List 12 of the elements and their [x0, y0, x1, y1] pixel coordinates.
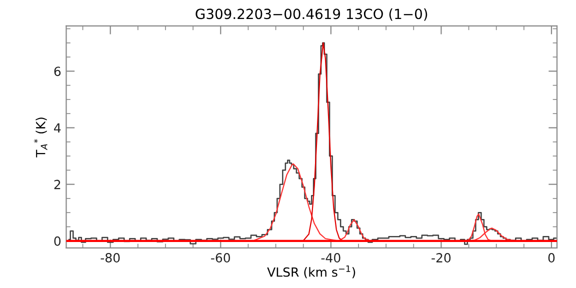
y-tick-label: 2: [54, 180, 60, 190]
x-tick-label: -40: [321, 253, 340, 263]
x-axis-title: VLSR (km s$^{−1}$): [267, 265, 356, 278]
y-axis-title: T$_{A}$$^{*}$ (K): [34, 118, 48, 158]
chart-title: G309.2203−00.4619 13CO (1−0): [196, 8, 428, 21]
y-tick-label: 0: [54, 236, 61, 246]
x-tick-label: 0: [548, 253, 555, 263]
x-tick-label: -20: [432, 253, 451, 263]
y-tick-label: 6: [54, 66, 61, 76]
x-tick-label: -60: [211, 253, 230, 263]
y-tick-label: 4: [54, 123, 61, 132]
x-tick-label: -80: [100, 253, 120, 263]
